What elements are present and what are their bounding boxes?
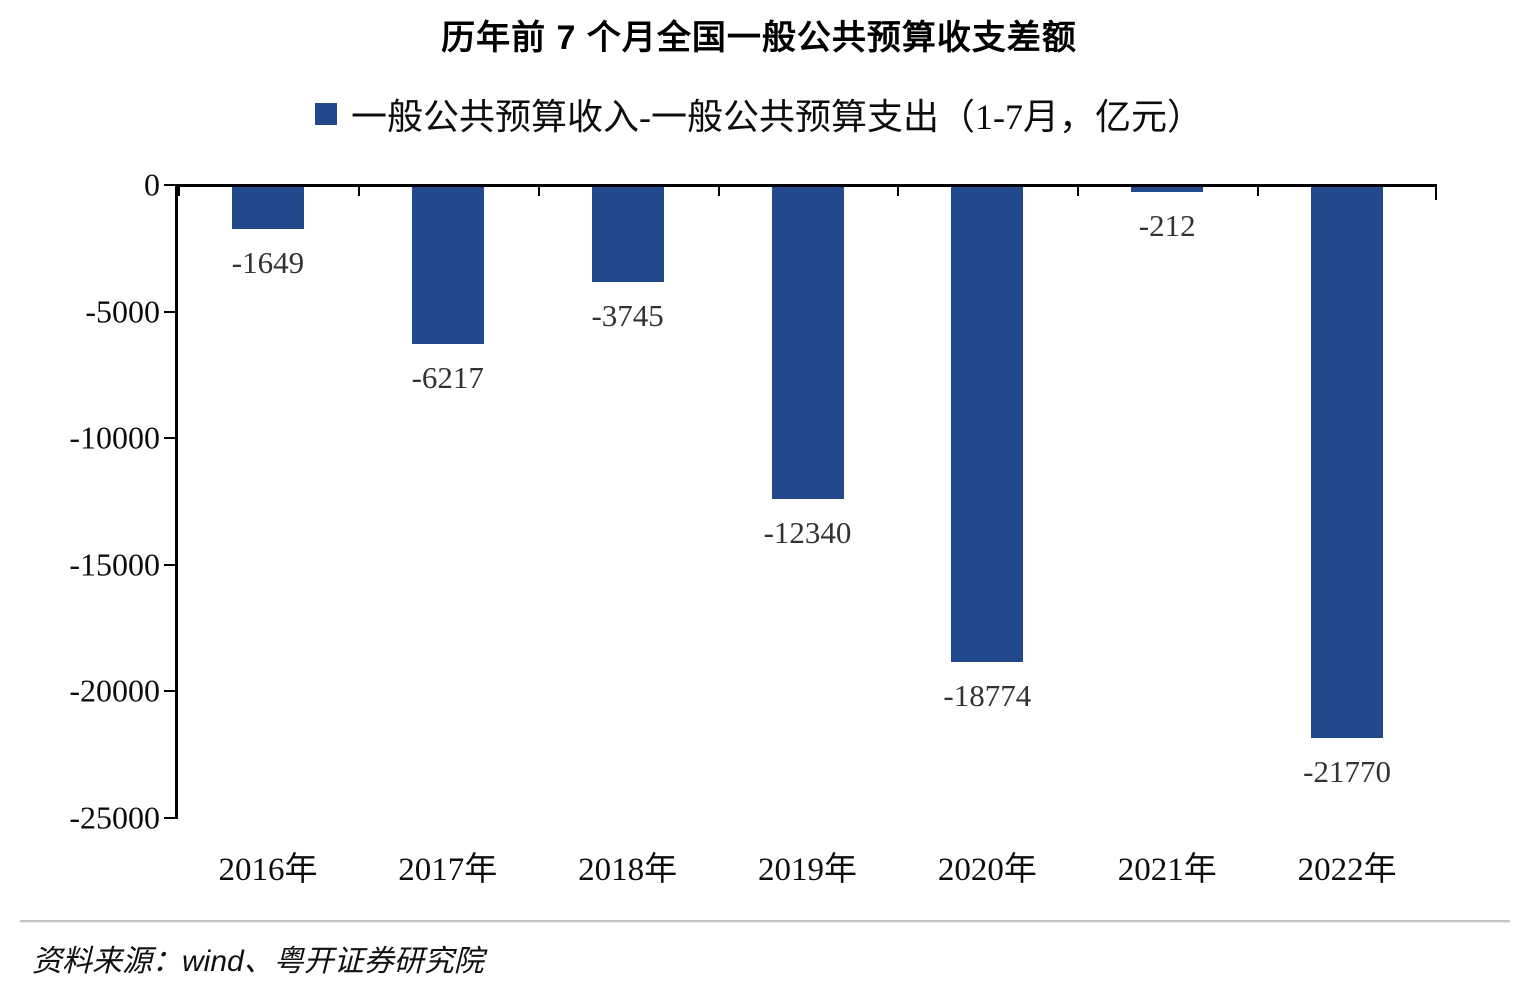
zero-line-boundary-tick-5 [1077, 187, 1080, 196]
x-axis-label-2021: 2021年 [1117, 852, 1217, 888]
bar-value-label-2022: -21770 [1303, 754, 1391, 790]
y-axis-tick-label-10000: -10000 [69, 419, 160, 456]
y-axis-tick-10000 [164, 437, 175, 440]
zero-axis-line [175, 184, 1437, 187]
zero-line-boundary-tick-3 [717, 187, 720, 196]
zero-line-boundary-tick-7 [1435, 187, 1437, 200]
x-axis-label-2017: 2017年 [398, 852, 498, 888]
y-axis-tick-label-0: 0 [144, 166, 160, 203]
y-axis-tick-label-15000: -15000 [69, 546, 160, 583]
x-axis-label-2022: 2022年 [1297, 852, 1397, 888]
zero-line-boundary-tick-2 [537, 187, 540, 196]
bar-value-label-2021: -212 [1138, 208, 1196, 244]
footer-divider [20, 920, 1510, 923]
y-axis-tick-label-25000: -25000 [69, 799, 160, 836]
bar-value-label-2017: -6217 [411, 360, 484, 396]
x-axis-label-2019: 2019年 [758, 852, 857, 888]
legend-label: 一般公共预算收入-一般公共预算支出（1-7月，亿元） [351, 97, 1203, 137]
bar-value-label-2020: -18774 [943, 678, 1032, 714]
x-axis-label-2020: 2020年 [937, 852, 1037, 888]
y-axis-tick-5000 [164, 310, 175, 313]
bar-2018 [591, 187, 664, 282]
zero-line-boundary-tick-1 [357, 187, 360, 196]
zero-line-boundary-tick-0 [178, 187, 180, 196]
bar-value-label-2019: -12340 [763, 515, 852, 551]
bar-2019 [771, 187, 844, 500]
y-axis-tick-25000 [164, 817, 175, 819]
chart-title: 历年前 7 个月全国一般公共预算收支差额 [441, 19, 1077, 57]
bar-value-label-2018: -3745 [591, 297, 664, 333]
bar-2021 [1131, 187, 1204, 193]
y-axis-tick-label-5000: -5000 [85, 293, 160, 330]
y-axis-line [175, 185, 178, 819]
zero-line-boundary-tick-6 [1257, 187, 1260, 196]
source-note: 资料来源：wind、粤开证券研究院 [32, 945, 484, 978]
y-axis-tick-label-20000: -20000 [69, 672, 160, 709]
zero-line-boundary-tick-4 [897, 187, 900, 196]
x-axis-label-2016: 2016年 [218, 852, 318, 888]
y-axis-tick-20000 [164, 690, 175, 693]
bar-2017 [411, 187, 484, 345]
bar-2022 [1311, 187, 1384, 739]
legend-marker-icon [315, 103, 337, 125]
bar-2016 [231, 187, 304, 229]
y-axis-tick-0 [164, 184, 175, 186]
x-axis-label-2018: 2018年 [578, 852, 678, 888]
plot-area: 0 -5000 -10000 -15000 -20000 -25000 -1649 2016年… [69, 167, 1437, 888]
bar-2020 [951, 187, 1024, 663]
legend: 一般公共预算收入-一般公共预算支出（1-7月，亿元） [0, 88, 1518, 140]
y-axis-tick-15000 [164, 563, 175, 566]
bar-value-label-2016: -1649 [231, 244, 305, 280]
